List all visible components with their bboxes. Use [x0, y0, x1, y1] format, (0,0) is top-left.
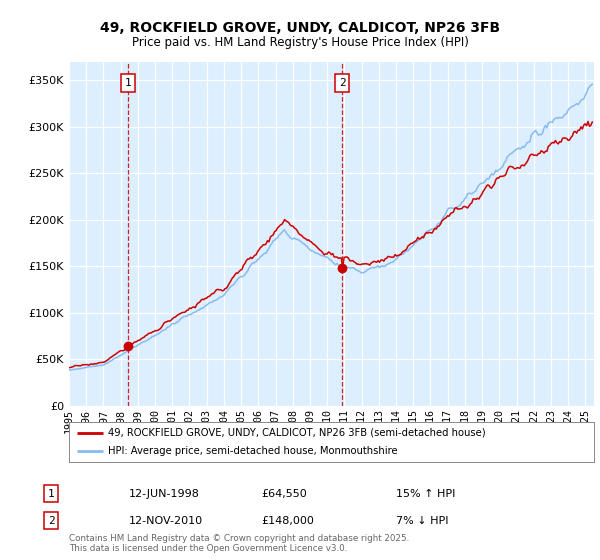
Text: 2: 2	[47, 516, 55, 526]
Text: 2: 2	[339, 78, 346, 88]
Text: Price paid vs. HM Land Registry's House Price Index (HPI): Price paid vs. HM Land Registry's House …	[131, 36, 469, 49]
Text: HPI: Average price, semi-detached house, Monmouthshire: HPI: Average price, semi-detached house,…	[109, 446, 398, 456]
Text: £148,000: £148,000	[261, 516, 314, 526]
Text: 7% ↓ HPI: 7% ↓ HPI	[396, 516, 449, 526]
Text: £64,550: £64,550	[261, 489, 307, 499]
Text: 1: 1	[125, 78, 132, 88]
Text: 1: 1	[47, 489, 55, 499]
Text: 12-NOV-2010: 12-NOV-2010	[129, 516, 203, 526]
Text: 49, ROCKFIELD GROVE, UNDY, CALDICOT, NP26 3FB: 49, ROCKFIELD GROVE, UNDY, CALDICOT, NP2…	[100, 21, 500, 35]
Text: Contains HM Land Registry data © Crown copyright and database right 2025.
This d: Contains HM Land Registry data © Crown c…	[69, 534, 409, 553]
Text: 15% ↑ HPI: 15% ↑ HPI	[396, 489, 455, 499]
Text: 49, ROCKFIELD GROVE, UNDY, CALDICOT, NP26 3FB (semi-detached house): 49, ROCKFIELD GROVE, UNDY, CALDICOT, NP2…	[109, 428, 486, 437]
Text: 12-JUN-1998: 12-JUN-1998	[129, 489, 200, 499]
